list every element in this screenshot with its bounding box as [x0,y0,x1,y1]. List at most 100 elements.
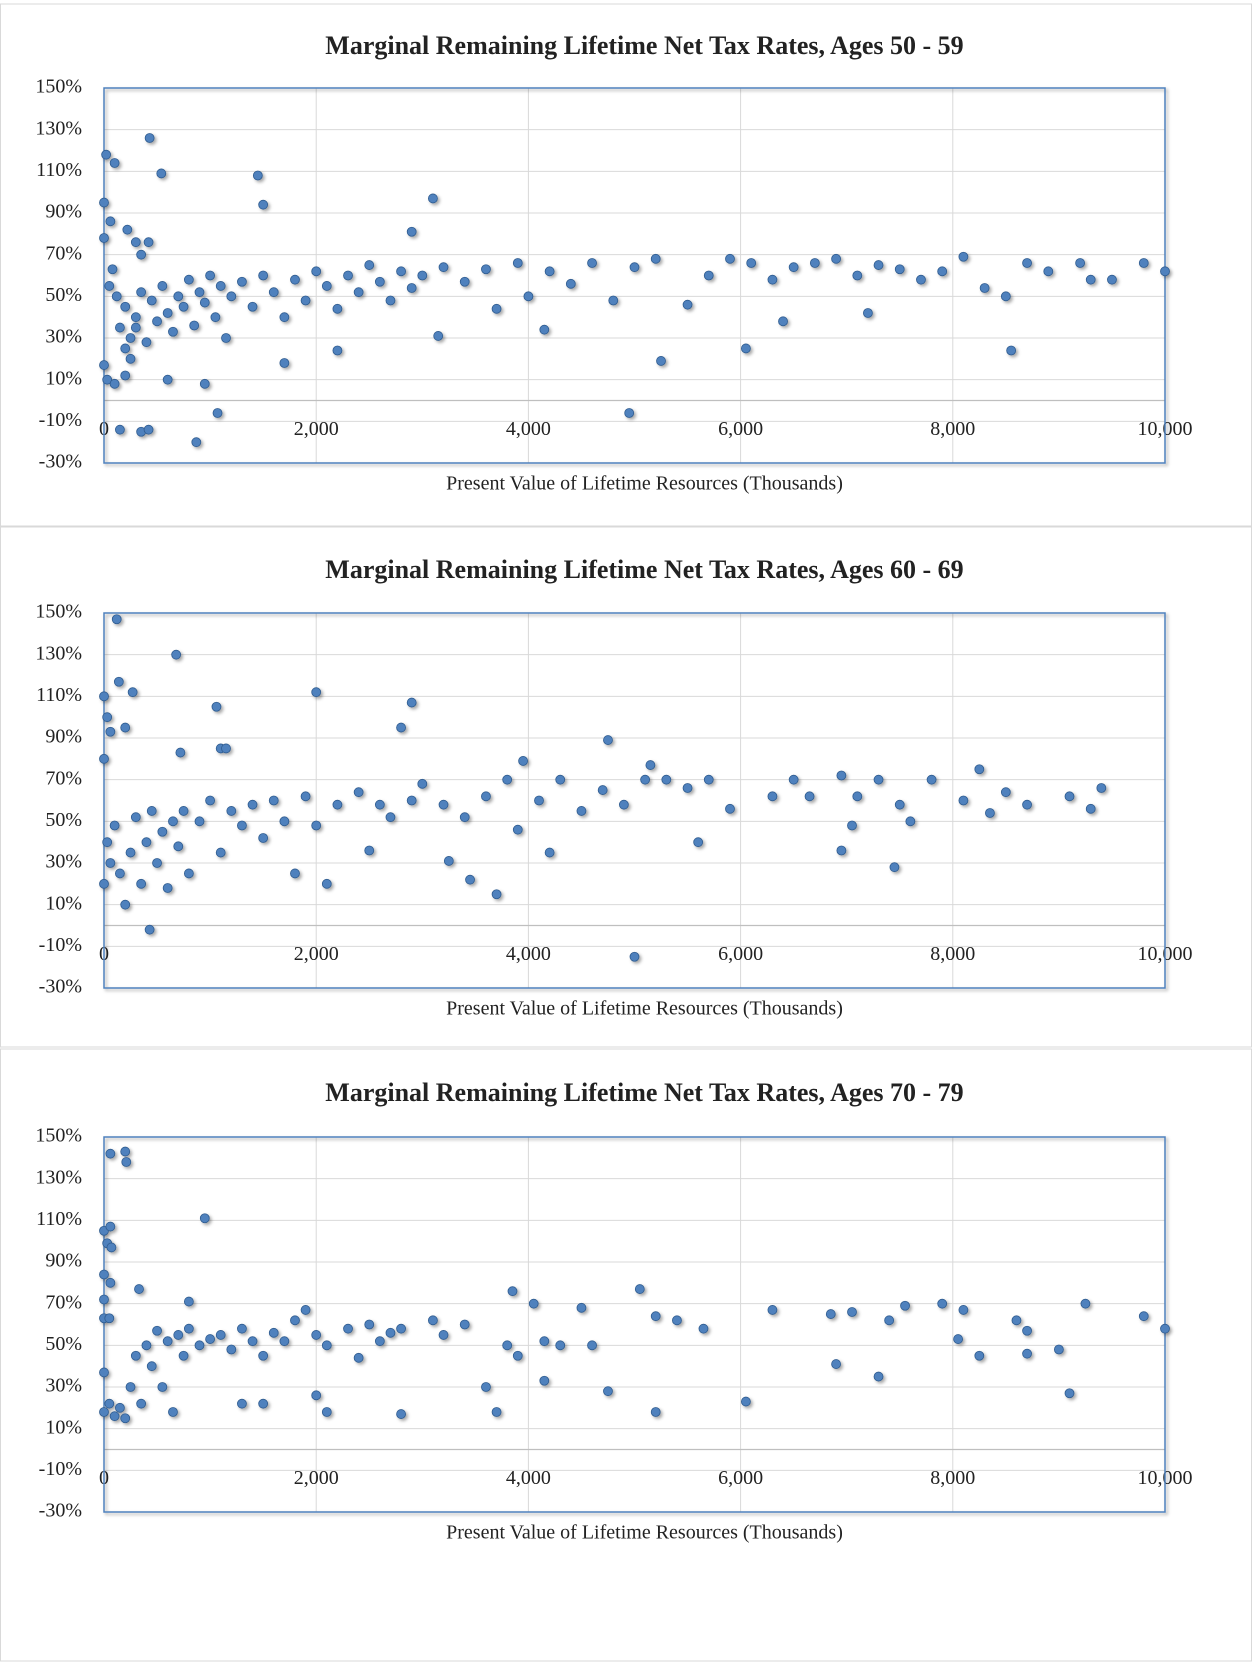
chart-panel: Marginal Remaining Lifetime Net Tax Rate… [0,526,1252,1048]
scatter-point [125,847,136,858]
scatter-point [168,326,178,337]
y-tick-label: 50% [45,284,82,306]
scatter-point [125,353,136,364]
scatter-point [120,899,131,910]
scatter-point [99,1407,109,1417]
scatter-point [512,824,523,835]
scatter-point [199,1213,210,1224]
scatter-point [364,845,375,856]
scatter-point [101,149,112,160]
scatter-point [958,251,969,262]
x-tick-label: 2,000 [294,1467,339,1489]
scatter-point [113,676,124,687]
scatter-point [1080,1298,1091,1309]
y-tick-label: 110% [36,684,82,706]
y-tick-label: 90% [45,1250,82,1272]
scatter-point [252,170,263,181]
scatter-point [194,287,205,298]
scatter-point [300,1305,311,1315]
y-tick-label: -10% [39,409,82,431]
scatter-point [156,168,167,179]
scatter-point [523,291,534,302]
scatter-point [847,1307,857,1317]
scatter-point [767,791,778,802]
scatter-point [104,1313,115,1324]
scatter-point [279,816,290,827]
scatter-point [300,791,311,802]
scatter-point [491,889,502,900]
scatter-point [141,337,152,348]
scatter-point [268,1327,279,1338]
plot-frame [103,612,1166,989]
scatter-point [831,253,841,264]
scatter-point [141,837,152,848]
scatter-point [205,795,216,806]
y-tick-label: 130% [35,117,82,139]
scatter-point [1064,1388,1075,1399]
scatter-point [173,291,184,302]
chart-title: Marginal Remaining Lifetime Net Tax Rate… [325,555,963,584]
scatter-point [130,1350,141,1361]
scatter-point [836,770,847,781]
scatter-point [374,276,385,287]
scatter-point [491,303,502,314]
scatter-point [175,747,186,758]
x-tick-label: 8,000 [930,943,975,965]
scatter-point [698,1323,709,1334]
scatter-point [99,197,109,208]
scatter-point [311,820,322,831]
scatter-point [741,1396,751,1407]
scatter-point [146,806,157,816]
scatter-point [703,774,714,785]
scatter-point [725,803,735,814]
points [99,1146,1170,1424]
scatter-point [226,806,237,816]
scatter-point [587,258,597,268]
scatter-point [788,262,799,273]
scatter-point [226,291,237,302]
scatter-point [565,278,576,289]
scatter-point [120,1146,131,1157]
scatter-point [109,1411,120,1422]
scatter-point [459,812,470,823]
scatter-point [682,783,693,793]
scatter-point [144,133,155,143]
scatter-point [597,785,608,795]
x-tick-label: 2,000 [294,943,339,965]
scatter-point [974,764,985,775]
scatter-point [221,743,231,754]
scatter-point [507,1286,518,1297]
panel-frame [0,526,1252,1048]
scatter-point [115,424,125,435]
scatter-point [1054,1344,1064,1355]
scatter-point [985,808,995,818]
scatter-point [374,799,385,810]
scatter-point [725,253,735,264]
scatter-point [221,333,231,343]
scatter-point [937,266,948,277]
y-tick-label: 30% [45,1375,82,1397]
scatter-point [332,345,343,356]
scatter-point [178,806,189,816]
scatter-point [1000,291,1011,302]
scatter-point [99,878,109,889]
scatter-point [321,281,332,291]
scatter-point [258,1398,269,1409]
scatter-point [141,1340,152,1351]
scatter-point [115,322,125,333]
scatter-point [1022,1325,1032,1336]
scatter-point [650,1311,661,1322]
x-tick-label: 4,000 [506,1467,551,1489]
scatter-point [183,868,194,879]
points [99,133,1170,448]
scatter-point [194,1340,205,1351]
scatter-point [102,712,113,723]
y-tick-label: -30% [39,1500,82,1522]
scatter-point [109,378,120,389]
y-tick-label: 50% [45,809,82,831]
x-tick-label: 4,000 [506,943,551,965]
chart-panel: Marginal Remaining Lifetime Net Tax Rate… [0,1048,1252,1662]
scatter-point [693,837,704,848]
scatter-point [173,1330,184,1340]
scatter-point [417,270,428,281]
